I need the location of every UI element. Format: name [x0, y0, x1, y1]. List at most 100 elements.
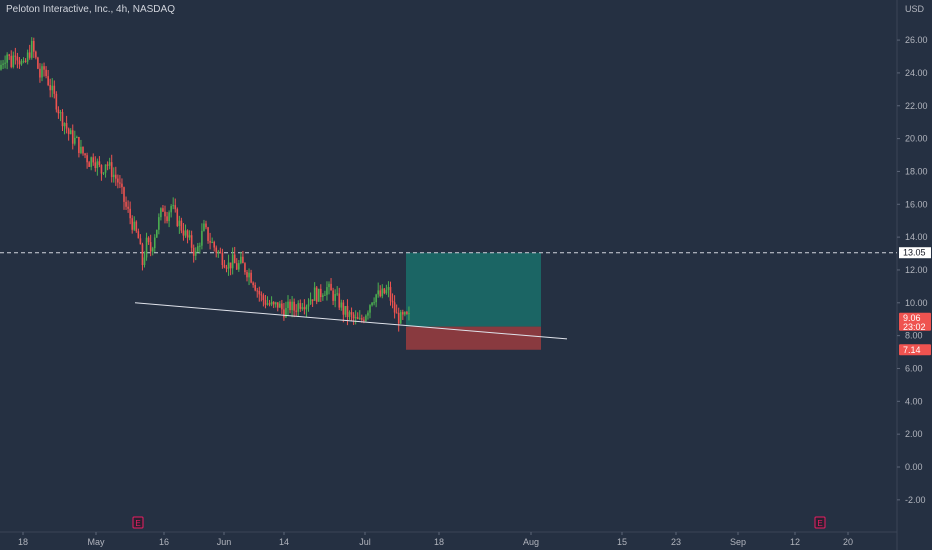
price-tick-label: 24.00 — [905, 68, 928, 78]
candle-body — [156, 229, 158, 238]
candle-body — [71, 130, 74, 144]
candle-body — [104, 164, 107, 173]
chart-title: Peloton Interactive, Inc., 4h, NASDAQ — [6, 4, 175, 15]
candle-body — [305, 306, 308, 310]
candle-body — [78, 136, 80, 153]
price-tick-label: 0.00 — [905, 462, 923, 472]
candle-body — [18, 60, 21, 65]
candle-body — [367, 312, 369, 316]
price-tick-label: 6.00 — [905, 363, 923, 373]
candle-body — [84, 153, 86, 156]
candle-body — [55, 93, 58, 110]
candle-body — [160, 208, 162, 218]
earnings-marker-icon — [132, 516, 144, 529]
candle-body — [86, 155, 88, 163]
candle-body — [248, 272, 250, 278]
earnings-marker-icon — [814, 516, 826, 529]
candle-body — [233, 254, 236, 264]
candle-body — [381, 288, 384, 297]
candle-body — [106, 164, 109, 166]
candle-body — [244, 263, 246, 273]
candle-body — [45, 69, 47, 77]
time-tick-label: 14 — [279, 537, 289, 547]
candle-body — [37, 57, 39, 69]
price-tick-label: 12.00 — [905, 265, 928, 275]
candle-body — [320, 288, 322, 297]
candle-body — [12, 55, 15, 67]
candle-body — [231, 254, 234, 269]
candle-body — [385, 290, 388, 294]
price-tick-label: 20.00 — [905, 134, 928, 144]
candle-body — [30, 40, 33, 58]
candle-body — [96, 161, 99, 169]
candle-body — [110, 162, 113, 178]
candle-body — [4, 62, 6, 64]
candle-body — [268, 303, 271, 305]
candle-body — [340, 302, 343, 308]
candle-body — [395, 312, 398, 314]
candle-body — [43, 66, 45, 70]
candle-body — [287, 301, 289, 309]
earnings-marker-label: E — [135, 519, 140, 528]
candle-body — [203, 223, 205, 231]
candle-body — [315, 287, 318, 302]
candle-body — [311, 299, 314, 301]
candle-body — [182, 230, 185, 236]
time-tick-label: Jul — [359, 537, 371, 547]
candle-body — [176, 209, 179, 226]
candle-body — [342, 302, 345, 315]
candle-body — [348, 312, 351, 318]
candle-body — [74, 137, 76, 144]
candle-body — [33, 40, 35, 52]
candle-body — [186, 230, 189, 238]
candle-body — [387, 287, 390, 291]
candle-body — [26, 52, 29, 62]
candle-body — [227, 262, 230, 269]
candle-body — [51, 85, 54, 91]
candle-body — [279, 303, 281, 308]
candle-body — [28, 52, 31, 58]
price-tick-label: 26.00 — [905, 35, 928, 45]
time-tick-label: 23 — [671, 537, 681, 547]
time-tick-label: 12 — [790, 537, 800, 547]
candle-body — [6, 54, 8, 63]
candle-body — [402, 312, 404, 315]
candle-body — [0, 64, 2, 70]
candle-body — [391, 300, 394, 303]
candle-body — [336, 293, 338, 295]
candles — [0, 37, 410, 332]
time-tick-label: Sep — [730, 537, 746, 547]
candle-body — [313, 287, 316, 301]
candle-body — [199, 245, 201, 247]
candle-body — [69, 130, 72, 135]
candle-body — [256, 290, 259, 292]
candle-body — [172, 205, 174, 207]
candle-body — [121, 183, 123, 188]
candle-body — [184, 230, 187, 236]
candle-body — [295, 310, 297, 312]
candle-body — [252, 282, 254, 286]
candle-body — [80, 146, 82, 153]
candle-body — [211, 241, 213, 243]
candle-body — [88, 162, 90, 167]
candle-body — [379, 290, 382, 297]
candle-body — [119, 182, 121, 184]
time-tick-label: 20 — [843, 537, 853, 547]
price-tick-label: 8.00 — [905, 331, 923, 341]
candle-body — [291, 301, 293, 311]
candle-body — [332, 290, 334, 301]
earnings-marker-label: E — [817, 519, 822, 528]
candle-body — [57, 109, 60, 114]
candle-body — [361, 318, 363, 320]
candle-body — [102, 172, 105, 174]
current-price-label: 9.06 — [903, 313, 921, 323]
candle-body — [397, 312, 400, 324]
time-tick-label: 18 — [18, 537, 28, 547]
candle-body — [194, 251, 197, 256]
current-price-box — [899, 312, 931, 331]
price-tick-label: 22.00 — [905, 101, 928, 111]
price-tick-label: 4.00 — [905, 396, 923, 406]
price-tick-label: 2.00 — [905, 429, 923, 439]
